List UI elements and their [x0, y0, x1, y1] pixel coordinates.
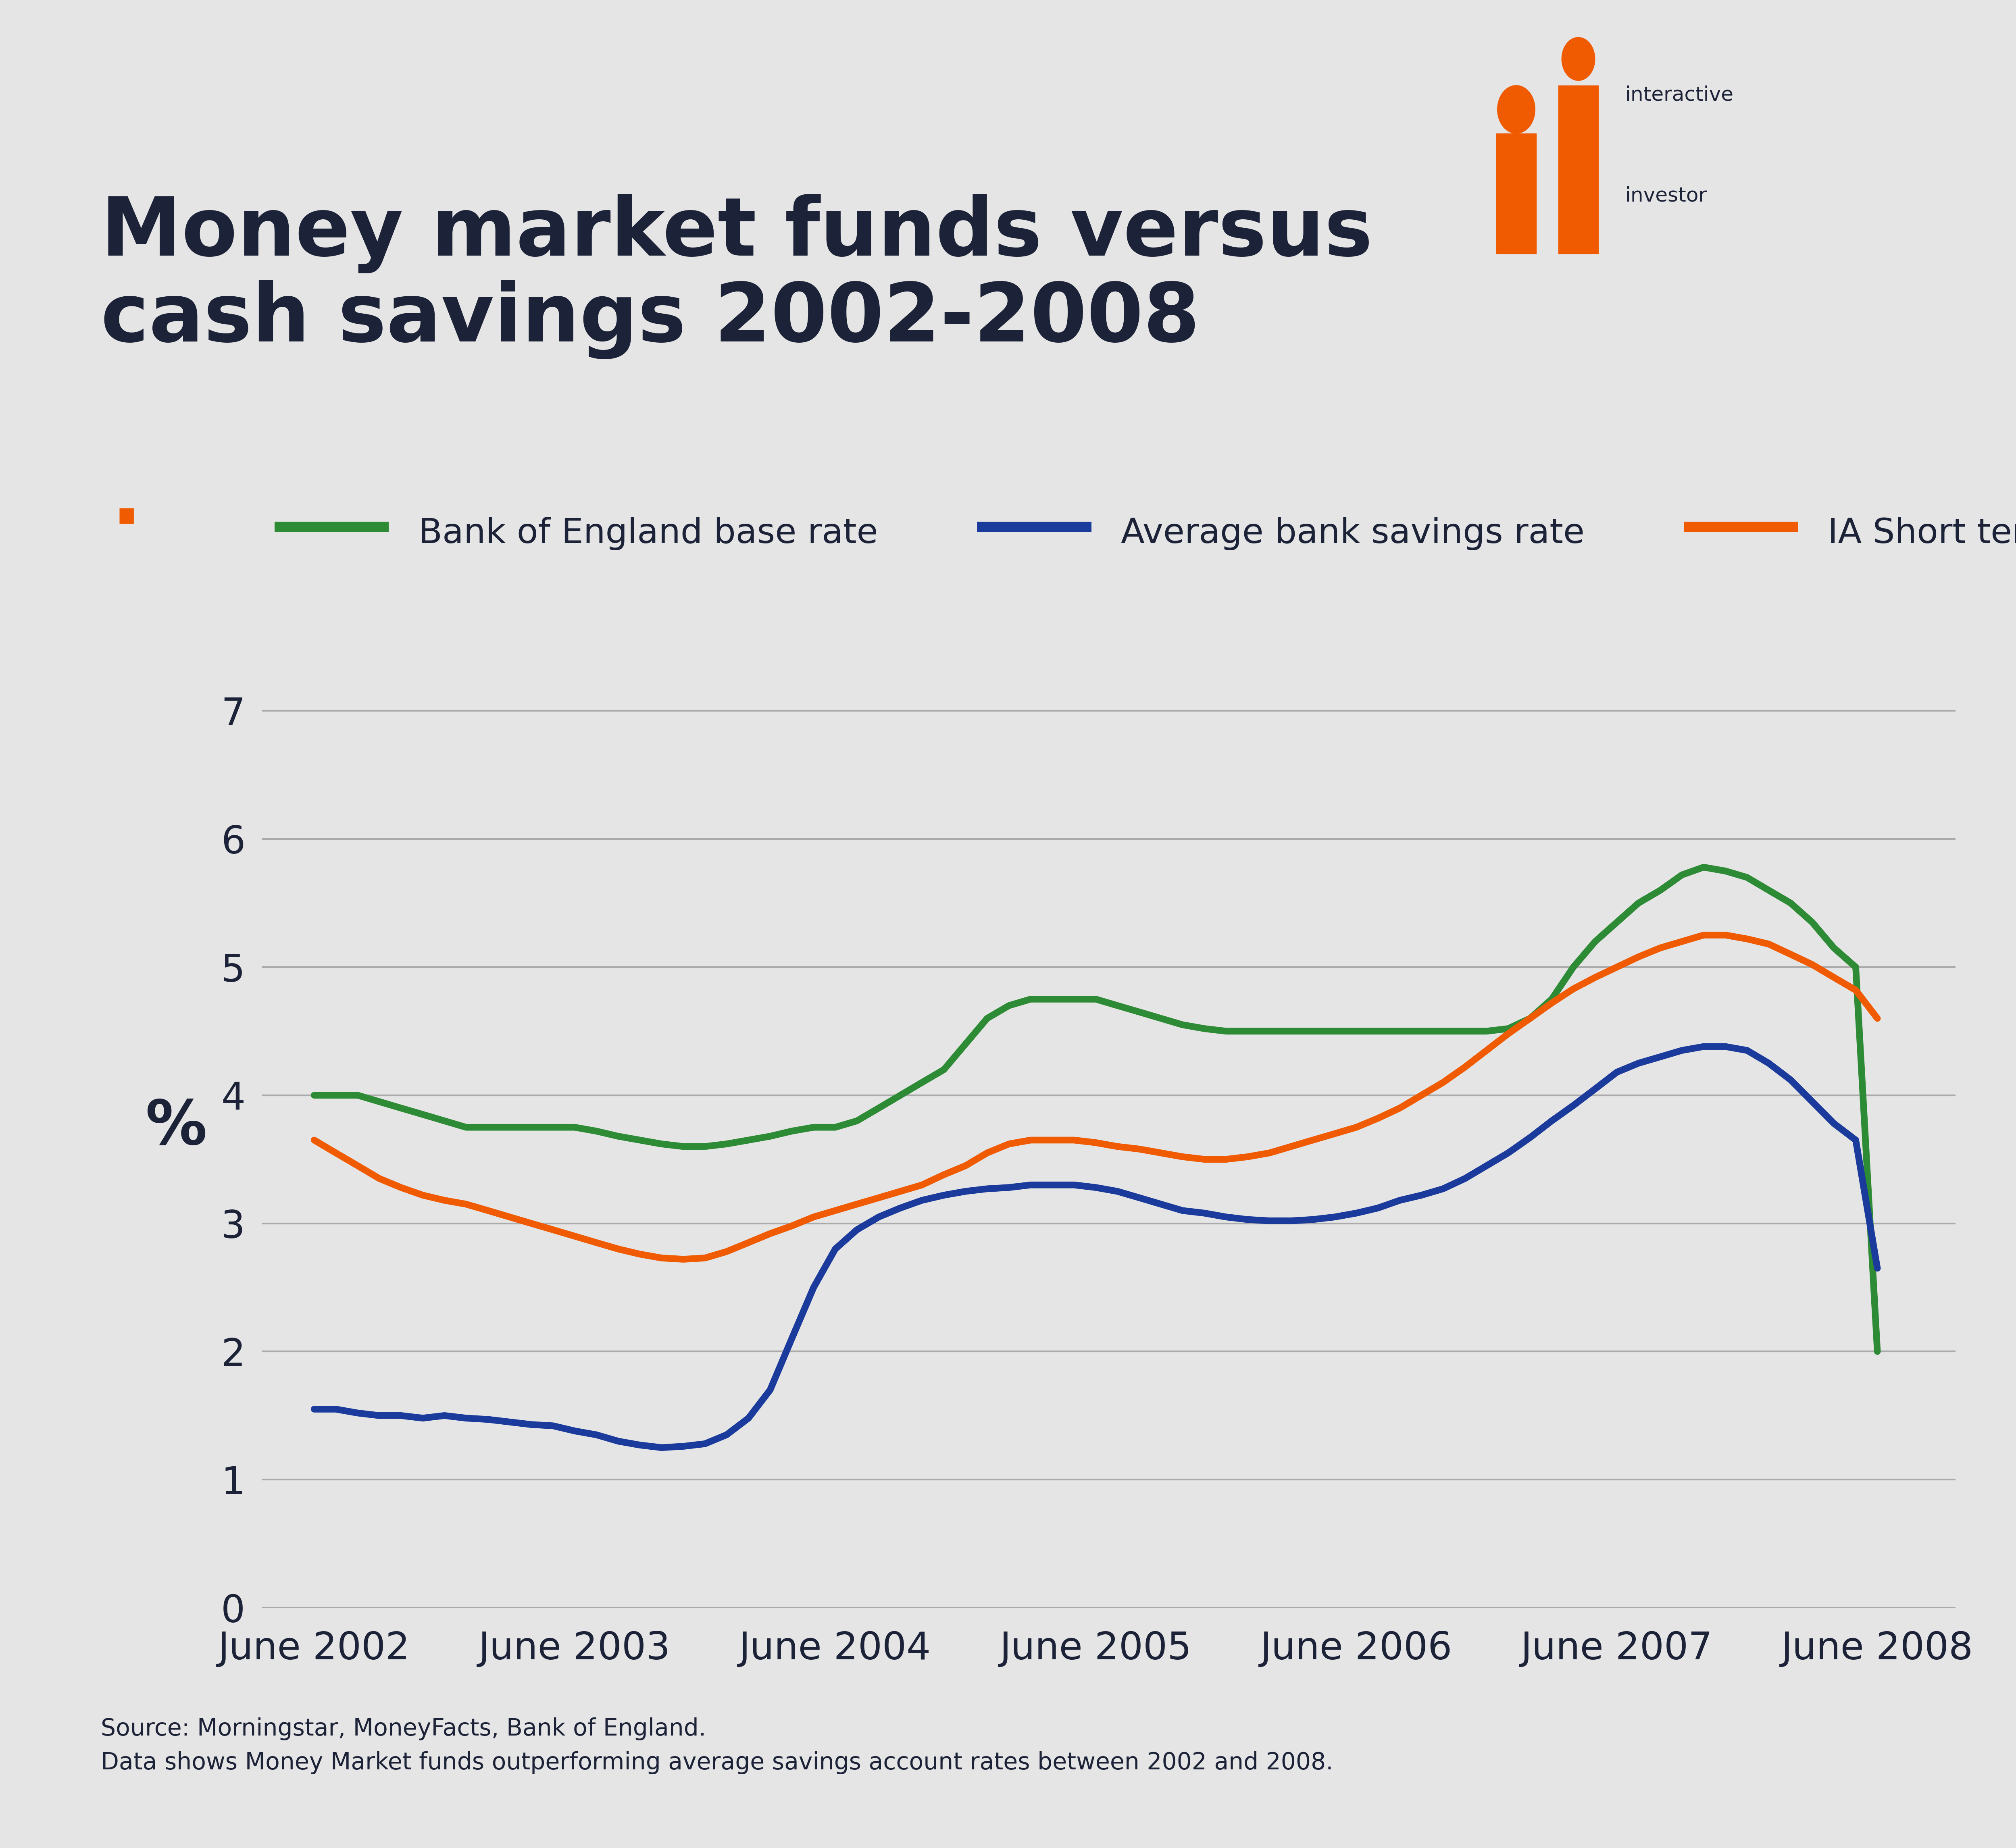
Y-axis label: %: %	[145, 1098, 208, 1157]
Text: interactive: interactive	[1625, 85, 1734, 105]
Bar	[1558, 85, 1599, 253]
Ellipse shape	[1562, 37, 1595, 81]
Text: investor: investor	[1625, 187, 1708, 205]
Text: .: .	[111, 462, 141, 541]
Bar	[1496, 133, 1536, 253]
Legend: Bank of England base rate, Average bank savings rate, IA Short term money market: Bank of England base rate, Average bank …	[280, 510, 2016, 553]
Text: Source: Morningstar, MoneyFacts, Bank of England.
Data shows Money Market funds : Source: Morningstar, MoneyFacts, Bank of…	[101, 1717, 1333, 1774]
Ellipse shape	[1498, 85, 1534, 133]
Text: Money market funds versus
cash savings 2002-2008: Money market funds versus cash savings 2…	[101, 194, 1373, 359]
